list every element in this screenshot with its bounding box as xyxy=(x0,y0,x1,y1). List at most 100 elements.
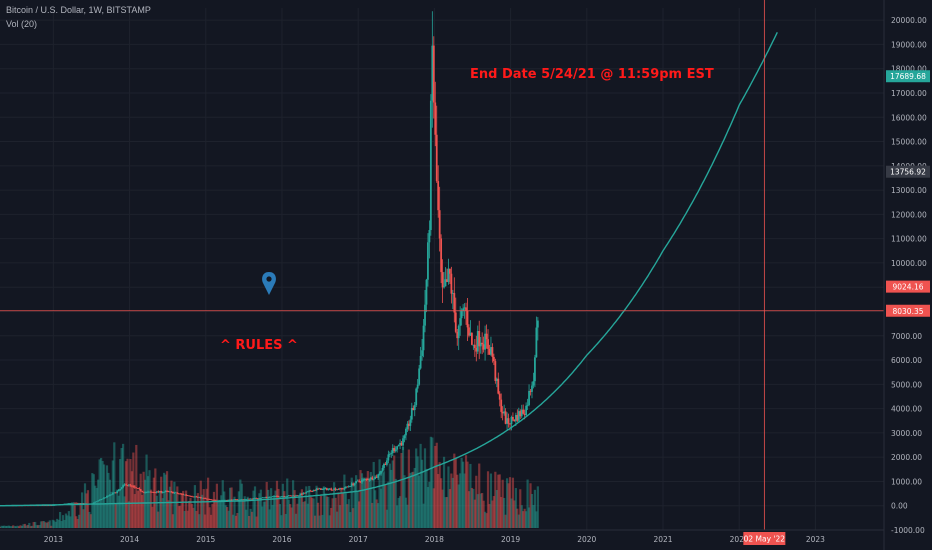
volume-bar xyxy=(56,518,59,528)
volume-bar xyxy=(237,491,240,528)
y-tick-label: 15000.00 xyxy=(891,138,927,147)
candle-body xyxy=(78,503,81,504)
volume-bar xyxy=(514,488,517,528)
volume-bar xyxy=(289,504,292,528)
volume-bar xyxy=(242,500,245,528)
candle-body xyxy=(528,390,530,406)
candle-body xyxy=(462,308,465,311)
volume-bar xyxy=(381,472,384,528)
volume-bar xyxy=(10,526,13,528)
candle-body xyxy=(170,491,173,493)
volume-bar xyxy=(192,507,195,528)
volume-bar xyxy=(363,479,367,528)
candle-body xyxy=(432,45,435,103)
volume-bar xyxy=(78,514,81,528)
volume-bar xyxy=(173,481,176,528)
volume-bar xyxy=(321,514,324,528)
volume-bar xyxy=(198,514,201,528)
candle-body xyxy=(371,477,374,480)
volume-bar xyxy=(293,490,296,528)
volume-bar xyxy=(211,503,214,528)
candle-body xyxy=(321,488,324,490)
volume-bar xyxy=(101,460,104,528)
volume-bar xyxy=(303,501,306,528)
end-date-annotation: End Date 5/24/21 @ 11:59pm EST xyxy=(470,67,714,82)
candle-body xyxy=(264,497,267,499)
volume-bar xyxy=(338,505,342,528)
volume-bar xyxy=(476,494,479,528)
volume-indicator-label[interactable]: Vol (20) xyxy=(6,19,38,29)
candle-body xyxy=(92,502,95,504)
candle-body xyxy=(475,347,478,352)
candle-body xyxy=(300,493,303,495)
volume-bar xyxy=(507,483,510,528)
candle-body xyxy=(111,493,114,495)
candle-body xyxy=(450,273,453,294)
volume-bar xyxy=(86,490,90,528)
volume-bar xyxy=(204,514,207,528)
volume-bar xyxy=(264,501,267,528)
volume-bar xyxy=(148,470,151,528)
candle-body xyxy=(268,496,271,498)
volume-bar xyxy=(239,479,242,528)
candle-body xyxy=(47,505,50,507)
candle-body xyxy=(437,181,440,211)
volume-bar xyxy=(130,471,133,528)
volume-bar xyxy=(6,525,9,528)
volume-bar xyxy=(425,468,428,528)
volume-bar xyxy=(467,491,471,528)
volume-bar xyxy=(412,471,415,528)
volume-bar xyxy=(300,489,303,528)
candle-body xyxy=(270,496,273,498)
symbol-title[interactable]: Bitcoin / U.S. Dollar, 1W, BITSTAMP xyxy=(6,5,151,15)
volume-bar xyxy=(469,463,472,528)
volume-bar xyxy=(365,477,368,528)
volume-bar xyxy=(479,493,482,528)
time-axis[interactable]: 2013 2014 2015 2016 2017 2018 2019 2020 2021 2022… xyxy=(44,535,825,544)
candle-body xyxy=(315,488,318,491)
candle-body xyxy=(302,492,305,495)
volume-bar xyxy=(284,514,287,528)
candle-body xyxy=(107,495,110,497)
volume-bar xyxy=(406,504,409,528)
volume-bar xyxy=(475,475,478,528)
volume-bar xyxy=(523,508,526,528)
candle-body xyxy=(492,356,495,362)
volume-bar xyxy=(177,506,180,528)
candle-body xyxy=(94,501,97,503)
volume-bar xyxy=(243,496,246,528)
y-tick-label: 13000.00 xyxy=(891,186,927,195)
candle-body xyxy=(510,416,513,425)
volume-bar xyxy=(407,449,410,528)
volume-bar xyxy=(429,436,432,528)
volume-bar xyxy=(141,494,144,528)
volume-bar xyxy=(66,515,69,528)
volume-bar xyxy=(256,498,260,528)
volume-bar xyxy=(327,496,330,528)
volume-bar xyxy=(420,459,424,528)
volume-bar xyxy=(64,513,68,528)
x-tick-label: 2013 xyxy=(44,535,63,544)
volume-bar xyxy=(324,493,327,528)
volume-bar xyxy=(525,511,528,528)
candle-body xyxy=(233,499,236,501)
candle-body xyxy=(125,484,127,486)
volume-bar xyxy=(167,500,170,528)
volume-bar xyxy=(508,477,512,528)
candle-body xyxy=(164,491,167,492)
volume-bar xyxy=(267,489,270,528)
volume-bar xyxy=(325,496,328,528)
candle-body xyxy=(167,491,170,492)
volume-bar xyxy=(520,505,523,528)
volume-bar xyxy=(435,442,438,528)
map-marker-icon[interactable] xyxy=(262,272,276,295)
candle-body xyxy=(434,102,437,135)
volume-bar xyxy=(330,507,333,528)
volume-bar xyxy=(382,471,386,528)
candle-body xyxy=(280,496,283,498)
volume-bar xyxy=(135,444,138,528)
candle-body xyxy=(526,405,529,406)
candle-body xyxy=(110,494,113,496)
volume-bar xyxy=(500,497,503,528)
